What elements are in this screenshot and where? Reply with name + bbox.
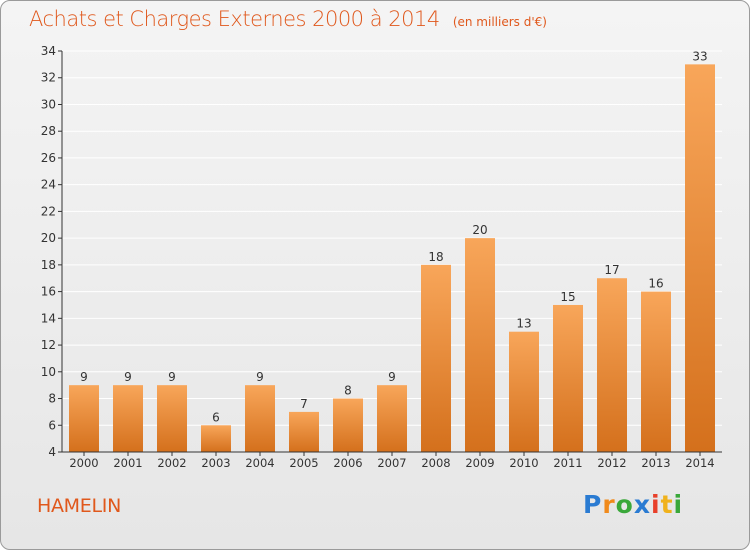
x-tick-label: 2013 bbox=[641, 456, 670, 470]
commune-name: HAMELIN bbox=[37, 495, 121, 517]
data-label: 7 bbox=[300, 397, 308, 411]
x-tick-label: 2014 bbox=[685, 456, 714, 470]
bar bbox=[421, 264, 451, 452]
data-label: 9 bbox=[256, 370, 264, 384]
y-tick-label: 22 bbox=[41, 204, 56, 218]
x-tick-label: 2007 bbox=[377, 456, 406, 470]
data-label: 20 bbox=[472, 223, 487, 237]
y-tick-label: 30 bbox=[41, 97, 56, 111]
bar bbox=[69, 385, 99, 452]
logo-letter: t bbox=[660, 490, 674, 519]
x-tick-label: 2008 bbox=[421, 456, 450, 470]
bar bbox=[685, 64, 715, 452]
x-tick-label: 2005 bbox=[289, 456, 318, 470]
data-label: 18 bbox=[428, 250, 443, 264]
y-tick-label: 18 bbox=[41, 258, 56, 272]
x-tick-label: 2009 bbox=[465, 456, 494, 470]
x-tick-label: 2004 bbox=[245, 456, 274, 470]
bar bbox=[509, 331, 539, 452]
bar bbox=[641, 291, 671, 452]
x-tick-label: 2000 bbox=[69, 456, 98, 470]
bar bbox=[377, 385, 407, 452]
bar bbox=[113, 385, 143, 452]
data-label: 13 bbox=[516, 317, 531, 331]
bar bbox=[597, 278, 627, 452]
data-label: 6 bbox=[212, 410, 220, 424]
data-label: 8 bbox=[344, 384, 352, 398]
logo-letter: r bbox=[602, 490, 616, 519]
bar bbox=[201, 425, 231, 452]
logo-letter: i bbox=[651, 490, 661, 519]
y-tick-label: 24 bbox=[41, 178, 56, 192]
chart-subtitle: (en milliers d'€) bbox=[452, 15, 547, 29]
y-tick-label: 14 bbox=[41, 311, 56, 325]
data-label: 17 bbox=[604, 263, 619, 277]
bar bbox=[333, 398, 363, 452]
logo-letter: x bbox=[633, 490, 651, 519]
x-tick-label: 2012 bbox=[597, 456, 626, 470]
bar bbox=[157, 385, 187, 452]
data-label: 9 bbox=[124, 370, 132, 384]
proxiti-logo: Proxiti bbox=[583, 490, 683, 519]
y-tick-label: 10 bbox=[41, 365, 56, 379]
bar bbox=[289, 411, 319, 452]
data-label: 33 bbox=[692, 49, 707, 63]
logo-letter: i bbox=[673, 490, 684, 519]
data-label: 16 bbox=[648, 277, 663, 291]
x-tick-label: 2001 bbox=[113, 456, 142, 470]
x-tick-label: 2002 bbox=[157, 456, 186, 470]
y-tick-label: 26 bbox=[41, 151, 56, 165]
chart-title-block: Achats et Charges Externes 2000 à 2014 (… bbox=[29, 7, 547, 31]
bar bbox=[553, 304, 583, 452]
bar bbox=[245, 385, 275, 452]
x-tick-label: 2003 bbox=[201, 456, 230, 470]
bar bbox=[465, 238, 495, 452]
y-tick-label: 34 bbox=[41, 44, 56, 58]
data-label: 9 bbox=[168, 370, 176, 384]
data-label: 9 bbox=[388, 370, 396, 384]
y-tick-label: 8 bbox=[48, 392, 56, 406]
x-tick-label: 2010 bbox=[509, 456, 538, 470]
y-tick-label: 28 bbox=[41, 124, 56, 138]
y-tick-label: 4 bbox=[48, 445, 56, 459]
y-tick-label: 16 bbox=[41, 285, 56, 299]
data-label: 9 bbox=[80, 370, 88, 384]
x-tick-label: 2011 bbox=[553, 456, 582, 470]
data-label: 15 bbox=[560, 290, 575, 304]
y-tick-label: 20 bbox=[41, 231, 56, 245]
y-tick-label: 6 bbox=[48, 418, 56, 432]
y-tick-label: 12 bbox=[41, 338, 56, 352]
logo-letter: P bbox=[583, 490, 603, 519]
y-tick-label: 32 bbox=[41, 71, 56, 85]
logo-letter: o bbox=[615, 490, 634, 519]
x-tick-label: 2006 bbox=[333, 456, 362, 470]
chart-title: Achats et Charges Externes 2000 à 2014 bbox=[29, 7, 440, 31]
